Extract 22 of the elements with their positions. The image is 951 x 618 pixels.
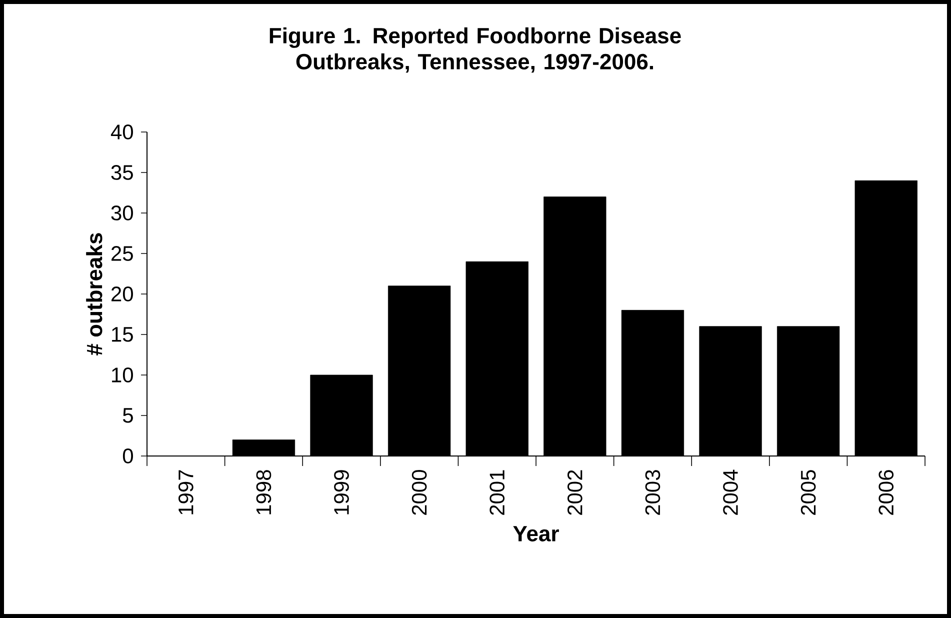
x-tick-label: 2006 [878,470,894,515]
chart-title: Figure 1. Reported Foodborne Disease Outbreaks, Tennessee, 1997-2006. [270,27,681,73]
y-tick-label: 25 [112,246,133,261]
x-tick-label: 1998 [256,470,272,514]
y-tick-label: 35 [111,165,133,180]
x-tick-label: 1999 [334,470,349,514]
x-tick-label: 2005 [800,470,816,515]
y-tick-label: 20 [112,286,133,302]
x-tick-label: 1997 [178,470,194,514]
y-tick-label: 0 [122,448,133,464]
x-tick-label: 2001 [490,470,505,515]
y-axis-title: # outbreaks [86,233,102,356]
x-tick-label: 2004 [723,470,738,515]
y-tick-label: 30 [111,206,133,220]
x-tick-label: 2002 [567,470,582,515]
y-tick-label: 40 [110,124,133,140]
y-tick-label: 15 [112,327,133,342]
y-tick-label: 10 [112,368,133,382]
y-tick-label: 5 [122,408,133,423]
x-tick-label: 2000 [412,470,427,515]
x-axis-title: Year [513,526,559,542]
x-tick-label: 2003 [645,470,660,515]
